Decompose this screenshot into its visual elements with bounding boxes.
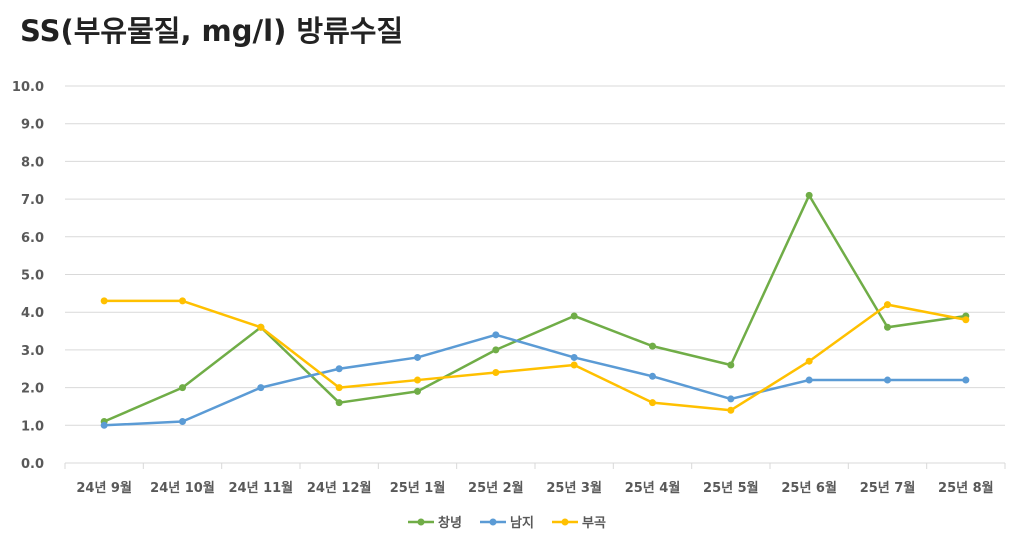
data-point <box>492 369 500 377</box>
data-point <box>335 399 343 407</box>
x-tick-label: 25년 3월 <box>546 480 602 496</box>
x-tick-label: 25년 4월 <box>625 480 681 496</box>
data-point <box>335 384 343 392</box>
legend-marker <box>489 518 497 526</box>
series-line-부곡 <box>104 299 967 412</box>
data-point <box>649 399 656 407</box>
data-point <box>649 372 656 380</box>
x-tick-label: 25년 5월 <box>703 480 759 496</box>
x-tick-label: 25년 6월 <box>781 480 837 496</box>
y-tick-label: 0.0 <box>21 457 44 472</box>
data-point <box>570 312 578 320</box>
data-point <box>570 361 578 369</box>
legend-marker <box>417 518 425 526</box>
y-tick-label: 6.0 <box>21 231 44 246</box>
y-tick-label: 4.0 <box>21 306 44 321</box>
x-tick-label: 24년 10월 <box>150 480 215 496</box>
y-tick-label: 8.0 <box>21 155 44 170</box>
data-point <box>962 376 970 384</box>
data-point <box>727 395 735 403</box>
data-point <box>257 384 265 392</box>
y-tick-label: 3.0 <box>21 344 44 359</box>
data-point <box>805 357 813 365</box>
data-point <box>884 376 891 384</box>
data-point <box>649 342 656 350</box>
data-point <box>179 418 186 426</box>
x-tick-label: 25년 2월 <box>468 480 524 496</box>
data-point <box>414 353 421 361</box>
x-tick-label: 25년 7월 <box>860 480 916 496</box>
data-point <box>884 323 891 331</box>
y-tick-label: 2.0 <box>21 382 44 397</box>
x-tick-label: 24년 12월 <box>307 480 372 496</box>
data-point <box>100 421 108 429</box>
series-line-창녕 <box>103 194 967 423</box>
data-point <box>727 406 735 414</box>
data-point <box>414 387 421 395</box>
chart-title: SS(부유물질, mg/l) 방류수질 <box>20 14 404 48</box>
legend-label: 남지 <box>510 515 534 531</box>
data-point <box>492 346 500 354</box>
x-tick-label: 24년 9월 <box>76 480 132 496</box>
y-tick-label: 7.0 <box>21 193 44 208</box>
data-point <box>492 331 500 339</box>
x-tick-label: 24년 11월 <box>229 480 294 496</box>
data-point <box>884 301 891 309</box>
x-tick-label: 25년 8월 <box>938 480 994 496</box>
data-point <box>414 376 421 384</box>
data-point <box>805 376 813 384</box>
data-point <box>257 323 265 331</box>
legend-label: 부곡 <box>582 516 606 531</box>
data-point <box>179 384 186 392</box>
data-point <box>179 297 186 305</box>
y-tick-label: 1.0 <box>21 419 44 434</box>
y-tick-label: 10.0 <box>12 80 44 95</box>
y-tick-label: 5.0 <box>21 269 44 284</box>
x-tick-label: 25년 1월 <box>390 480 446 496</box>
data-point <box>570 353 578 361</box>
y-tick-label: 9.0 <box>21 118 44 133</box>
data-point <box>335 365 343 373</box>
data-point <box>962 316 970 324</box>
legend-label: 창녕 <box>438 515 462 531</box>
data-point <box>100 297 108 305</box>
legend-marker <box>561 518 569 526</box>
series-line-남지 <box>104 333 966 427</box>
data-point <box>805 191 813 199</box>
data-point <box>727 361 735 369</box>
